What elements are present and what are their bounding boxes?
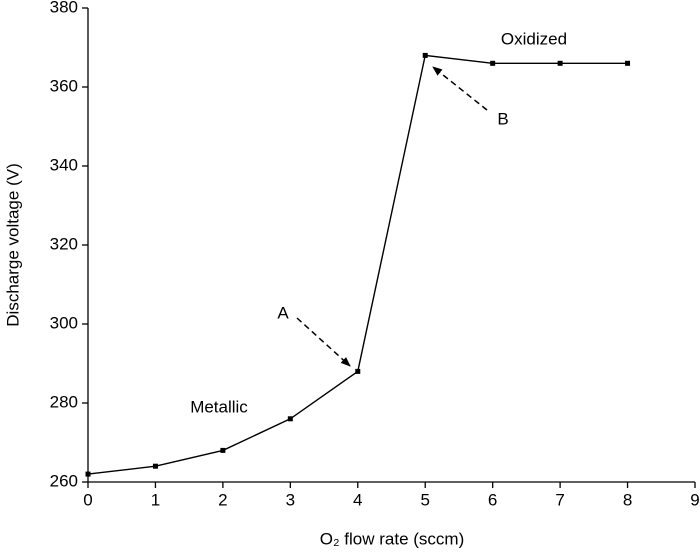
marker — [220, 447, 226, 453]
annotation: Oxidized — [501, 29, 567, 48]
marker — [355, 368, 361, 374]
y-tick-label: 280 — [50, 392, 78, 411]
y-tick-label: 360 — [50, 76, 78, 95]
arrow — [296, 317, 351, 367]
x-tick-label: 5 — [420, 490, 429, 509]
marker — [287, 416, 293, 422]
x-tick-label: 9 — [690, 490, 699, 509]
x-tick-label: 7 — [555, 490, 564, 509]
y-tick-label: 380 — [50, 0, 78, 16]
y-tick-label: 340 — [50, 155, 78, 174]
x-tick-label: 2 — [218, 490, 227, 509]
annotation: B — [497, 109, 508, 128]
y-tick-label: 320 — [50, 234, 78, 253]
marker — [85, 471, 91, 477]
x-axis-label: O₂ flow rate (sccm) — [320, 529, 465, 548]
x-tick-label: 8 — [623, 490, 632, 509]
marker — [422, 52, 428, 58]
x-tick-label: 1 — [151, 490, 160, 509]
x-tick-label: 4 — [353, 490, 362, 509]
y-tick-label: 300 — [50, 313, 78, 332]
arrow — [432, 66, 488, 111]
annotation: Metallic — [190, 397, 248, 416]
line — [87, 54, 628, 475]
marker — [152, 463, 158, 469]
marker — [625, 60, 631, 66]
x-tick-label: 3 — [286, 490, 295, 509]
marker — [490, 60, 496, 66]
annotation: A — [277, 303, 289, 322]
x-tick-label: 6 — [488, 490, 497, 509]
marker — [557, 60, 563, 66]
y-tick-label: 260 — [50, 471, 78, 490]
y-axis-label: Discharge voltage (V) — [3, 163, 22, 326]
x-tick-label: 0 — [83, 490, 92, 509]
